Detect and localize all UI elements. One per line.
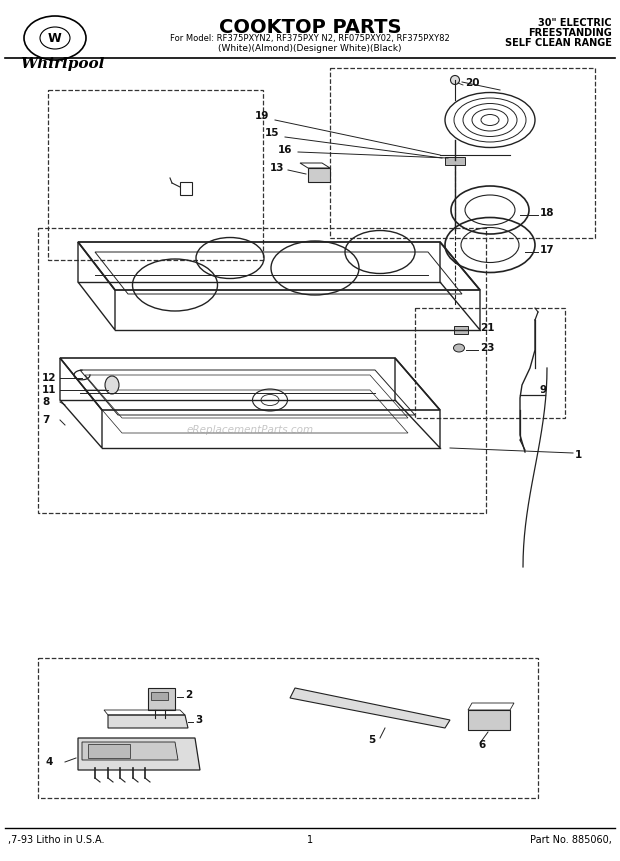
Text: (White)(Almond)(Designer White)(Black): (White)(Almond)(Designer White)(Black) — [218, 44, 402, 53]
Text: 1: 1 — [307, 835, 313, 845]
Polygon shape — [151, 692, 168, 700]
Text: ,7-93 Litho in U.S.A.: ,7-93 Litho in U.S.A. — [8, 835, 105, 845]
Text: 4: 4 — [45, 757, 52, 767]
Text: 5: 5 — [368, 735, 375, 745]
Text: 30" ELECTRIC: 30" ELECTRIC — [538, 18, 612, 28]
Text: 17: 17 — [540, 245, 555, 255]
Text: 21: 21 — [480, 323, 495, 333]
Polygon shape — [108, 715, 188, 728]
Polygon shape — [82, 742, 178, 760]
Ellipse shape — [451, 76, 459, 84]
Text: 9: 9 — [540, 385, 547, 395]
Text: 11: 11 — [42, 385, 56, 395]
Ellipse shape — [105, 376, 119, 394]
Text: 16: 16 — [278, 145, 293, 155]
Text: 2: 2 — [185, 690, 192, 700]
Text: 1: 1 — [575, 450, 582, 460]
Text: 6: 6 — [478, 740, 485, 750]
Text: 3: 3 — [195, 715, 202, 725]
Ellipse shape — [453, 344, 464, 352]
Text: 20: 20 — [465, 78, 479, 88]
Polygon shape — [78, 738, 200, 770]
Text: eReplacementParts.com: eReplacementParts.com — [187, 425, 314, 435]
Text: 15: 15 — [265, 128, 280, 138]
Text: 13: 13 — [270, 163, 285, 173]
Text: FREESTANDING: FREESTANDING — [528, 28, 612, 38]
Text: For Model: RF375PXYN2, RF375PXY N2, RF075PXY02, RF375PXY82: For Model: RF375PXYN2, RF375PXY N2, RF07… — [170, 34, 450, 43]
Text: 12: 12 — [42, 373, 56, 383]
Polygon shape — [308, 168, 330, 182]
Polygon shape — [88, 744, 130, 758]
Text: Whirlpool: Whirlpool — [20, 57, 104, 71]
Text: 7: 7 — [42, 415, 50, 425]
Text: 8: 8 — [42, 397, 49, 407]
Text: 19: 19 — [255, 111, 269, 121]
Text: Part No. 885060,: Part No. 885060, — [530, 835, 612, 845]
Polygon shape — [148, 688, 175, 710]
Polygon shape — [454, 326, 468, 334]
Text: COOKTOP PARTS: COOKTOP PARTS — [219, 18, 401, 37]
Polygon shape — [445, 157, 465, 165]
Text: 23: 23 — [480, 343, 495, 353]
Text: 18: 18 — [540, 208, 554, 218]
Polygon shape — [468, 710, 510, 730]
Polygon shape — [290, 688, 450, 728]
Text: W: W — [48, 32, 62, 45]
Text: SELF CLEAN RANGE: SELF CLEAN RANGE — [505, 38, 612, 48]
